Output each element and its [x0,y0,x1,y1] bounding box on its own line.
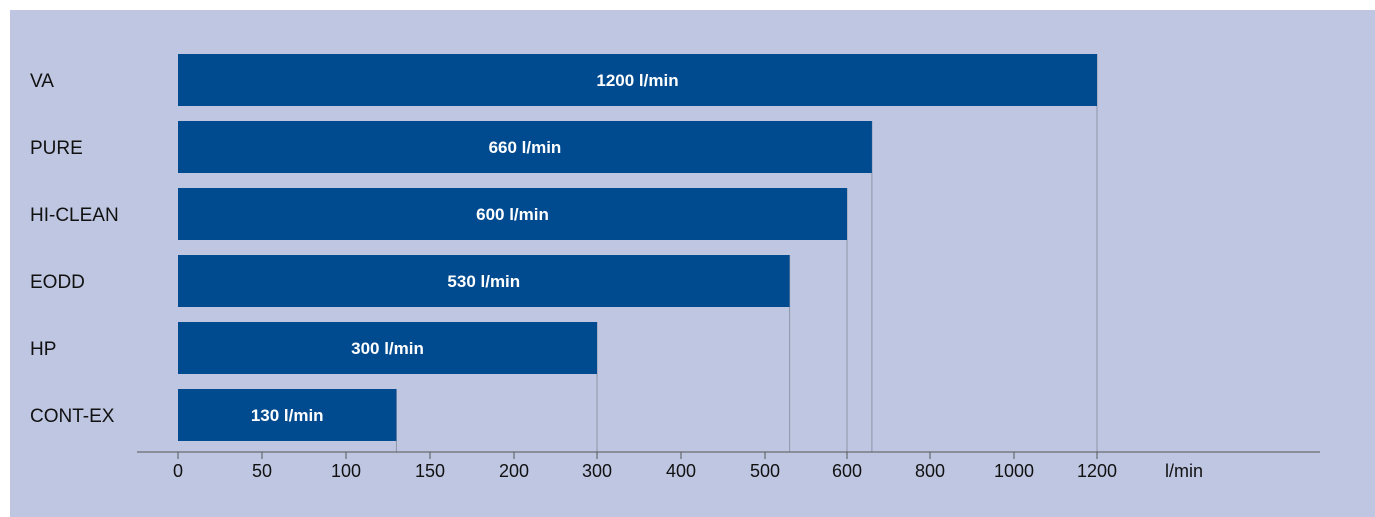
bar-chart: 1200 l/min 660 l/min 600 l/min 530 l/min 300… [30,54,1320,481]
category-label: CONT-EX [30,406,115,427]
category-label: EODD [30,272,85,293]
x-tick-label: 1200 [1077,461,1117,481]
chart-panel: 1200 l/min 660 l/min 600 l/min 530 l/min 300… [10,10,1375,517]
bar [178,188,847,240]
bar-value-label: 1200 l/min [596,71,678,90]
x-tick-label: 500 [750,461,780,481]
bar-value-label: 530 l/min [447,272,520,291]
category-labels: VA PURE HI-CLEAN EODD HP CONT-EX [30,71,119,427]
category-label: HI-CLEAN [30,205,119,226]
drop-lines [395,54,1098,452]
bar-value-label: 600 l/min [476,205,549,224]
x-tick-label: 1000 [994,461,1034,481]
x-ticks: 0 50 100 150 200 300 400 500 600 800 1000 1200 [173,452,1117,481]
x-tick-label: 100 [331,461,361,481]
x-tick-label: 0 [173,461,183,481]
x-tick-label: 600 [832,461,862,481]
bar [178,121,872,173]
category-label: PURE [30,138,83,159]
x-tick-label: 200 [499,461,529,481]
bar [178,389,397,441]
bar [178,322,597,374]
bar-value-label: 300 l/min [351,339,424,358]
bar-value-label: 130 l/min [251,406,324,425]
bar [178,255,790,307]
bars: 1200 l/min 660 l/min 600 l/min 530 l/min 300… [178,54,1097,441]
x-tick-label: 150 [415,461,445,481]
bar-value-label: 660 l/min [489,138,562,157]
bar [178,54,1097,106]
x-axis-unit: l/min [1165,461,1203,481]
x-tick-label: 300 [582,461,612,481]
x-tick-label: 50 [252,461,272,481]
x-tick-label: 400 [666,461,696,481]
category-label: VA [30,71,54,92]
category-label: HP [30,339,56,360]
x-tick-label: 800 [915,461,945,481]
